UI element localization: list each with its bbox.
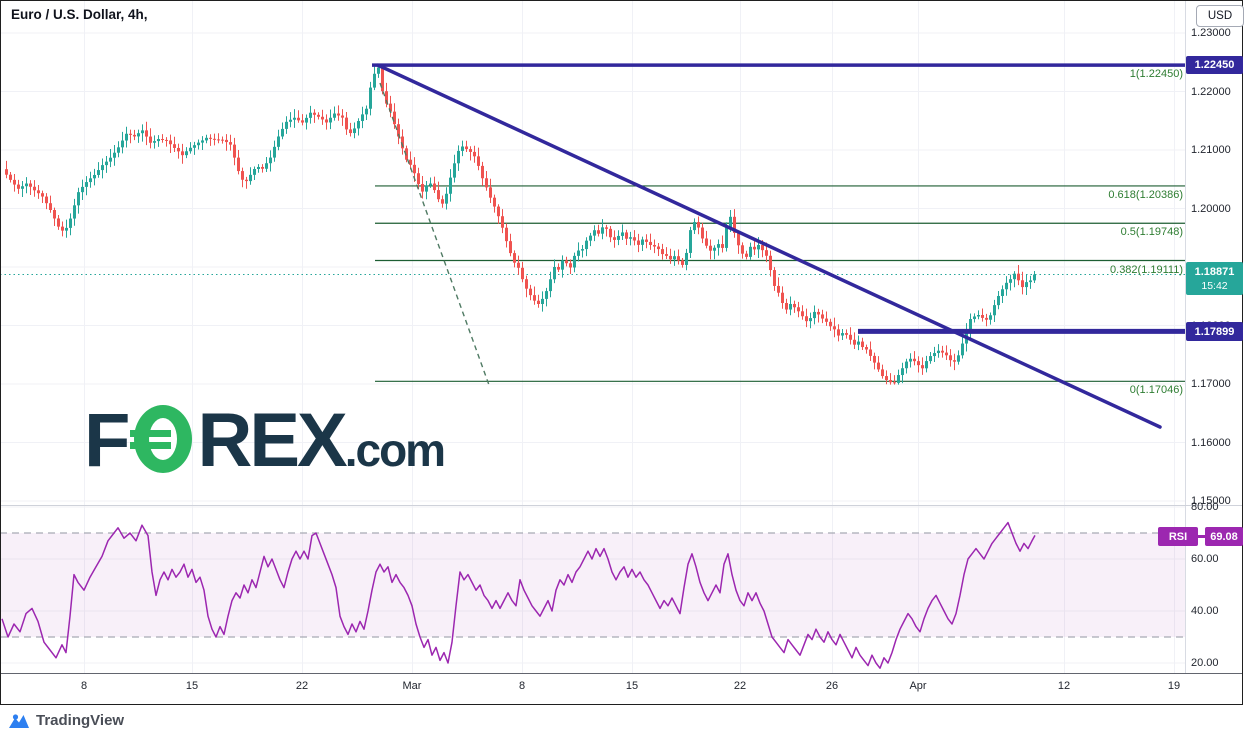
forex-letters-rex: REX [197,398,347,483]
forex-o-icon [130,402,194,481]
countdown-timer: 15:42 [1201,279,1228,292]
last-price-value: 1.18871 [1194,265,1235,278]
resistance-price-badge: 1.22450 [1186,56,1243,74]
rsi-indicator-badge: RSI [1158,527,1198,546]
forex-dotcom: .com [344,424,446,476]
forex-letter-f: F [84,398,130,483]
tradingview-wordmark: TradingView [36,712,125,729]
rsi-badge-connector [1198,535,1205,538]
tradingview-logo-icon [9,713,29,728]
last-price-badge: 1.18871 15:42 [1186,262,1243,295]
support-price-badge: 1.17899 [1186,322,1243,341]
symbol-title: Euro / U.S. Dollar, 4h, [11,7,148,22]
currency-toggle-button[interactable]: USD [1196,5,1244,27]
forex-watermark-logo: F REX .com [84,392,446,483]
tradingview-attribution[interactable]: TradingView [8,712,124,729]
rsi-value-badge: 69.08 [1205,527,1243,546]
